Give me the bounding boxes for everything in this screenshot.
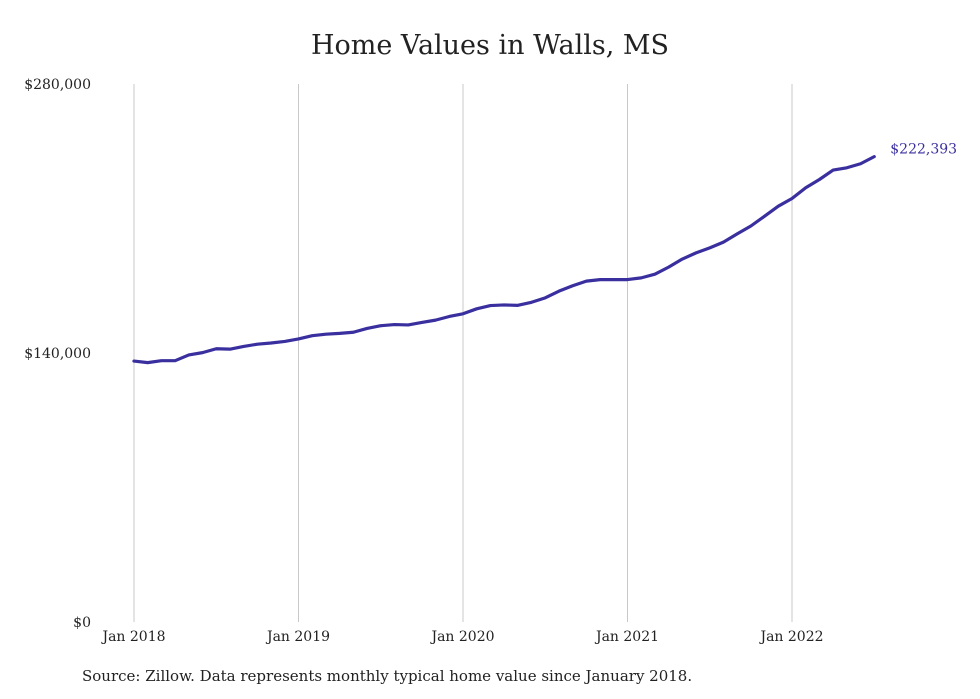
x-tick-label: Jan 2022 xyxy=(758,629,823,645)
x-tick-label: Jan 2021 xyxy=(594,629,659,645)
y-tick-label: $140,000 xyxy=(24,346,91,362)
source-note: Source: Zillow. Data represents monthly … xyxy=(82,667,693,685)
x-tick-label: Jan 2019 xyxy=(265,629,330,645)
y-tick-label: $280,000 xyxy=(24,77,91,93)
x-tick-label: Jan 2020 xyxy=(429,629,494,645)
series-line xyxy=(132,155,876,365)
y-tick-label: $0 xyxy=(73,615,91,631)
end-value-label: $222,393 xyxy=(890,142,957,158)
chart-title: Home Values in Walls, MS xyxy=(310,30,670,61)
x-tick-label: Jan 2018 xyxy=(100,629,165,645)
